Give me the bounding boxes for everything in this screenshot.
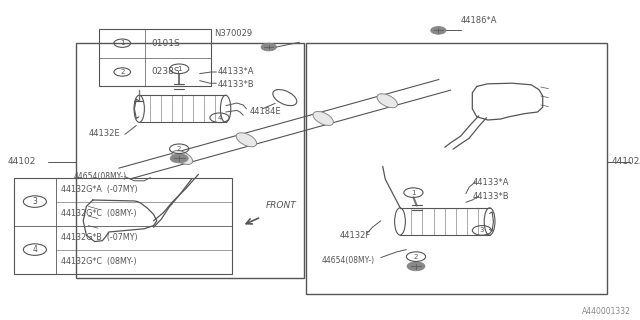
Text: 1: 1 (411, 190, 416, 196)
Text: N370029: N370029 (214, 29, 253, 38)
Bar (140, 95, 226, 122)
Bar (400, 208, 490, 235)
Bar (99, 29, 211, 86)
Text: 44133*A: 44133*A (218, 68, 254, 76)
Text: 3: 3 (33, 197, 37, 206)
Text: 0101S: 0101S (152, 39, 180, 48)
Text: 44132G*C  (08MY-): 44132G*C (08MY-) (61, 209, 136, 218)
Text: 44102: 44102 (8, 157, 36, 166)
Text: 44133*A: 44133*A (472, 178, 509, 187)
Text: 1: 1 (120, 40, 125, 46)
Text: 2: 2 (414, 254, 418, 260)
Text: A440001332: A440001332 (582, 308, 630, 316)
Text: 4: 4 (218, 115, 221, 121)
Text: 44132G*C  (08MY-): 44132G*C (08MY-) (61, 257, 136, 266)
Text: 44132F: 44132F (339, 231, 371, 240)
Circle shape (431, 27, 446, 34)
Bar (14, 178, 232, 274)
Text: 44133*B: 44133*B (218, 80, 254, 89)
Text: 0238S: 0238S (152, 68, 180, 76)
Text: 2: 2 (177, 146, 181, 152)
Text: 4: 4 (33, 245, 37, 254)
Text: 3: 3 (479, 228, 484, 233)
Ellipse shape (313, 111, 333, 125)
Ellipse shape (236, 133, 257, 147)
Bar (76, 43, 304, 278)
Polygon shape (472, 83, 543, 120)
Text: FRONT: FRONT (266, 201, 296, 210)
Polygon shape (83, 200, 157, 242)
Text: 2: 2 (120, 69, 124, 75)
Circle shape (170, 154, 188, 163)
Ellipse shape (220, 95, 231, 122)
Text: 44132E: 44132E (88, 129, 120, 138)
Ellipse shape (273, 90, 297, 106)
Text: 44132G*B  (-07MY): 44132G*B (-07MY) (61, 233, 138, 242)
Ellipse shape (377, 94, 397, 108)
Text: 44654(08MY-): 44654(08MY-) (74, 172, 127, 181)
Text: 44132G*A  (-07MY): 44132G*A (-07MY) (61, 185, 138, 194)
Text: 44133*B: 44133*B (472, 192, 509, 201)
Circle shape (407, 262, 425, 271)
Ellipse shape (395, 208, 405, 235)
Ellipse shape (172, 150, 193, 164)
Text: 1: 1 (177, 66, 182, 72)
Circle shape (261, 43, 276, 51)
Text: 44186*A: 44186*A (461, 16, 497, 25)
Ellipse shape (134, 95, 145, 122)
Text: 44654(08MY-): 44654(08MY-) (321, 256, 374, 265)
Ellipse shape (484, 208, 495, 235)
Text: 44102A: 44102A (611, 157, 640, 166)
Bar (306, 43, 607, 294)
Text: 44184E: 44184E (250, 108, 281, 116)
